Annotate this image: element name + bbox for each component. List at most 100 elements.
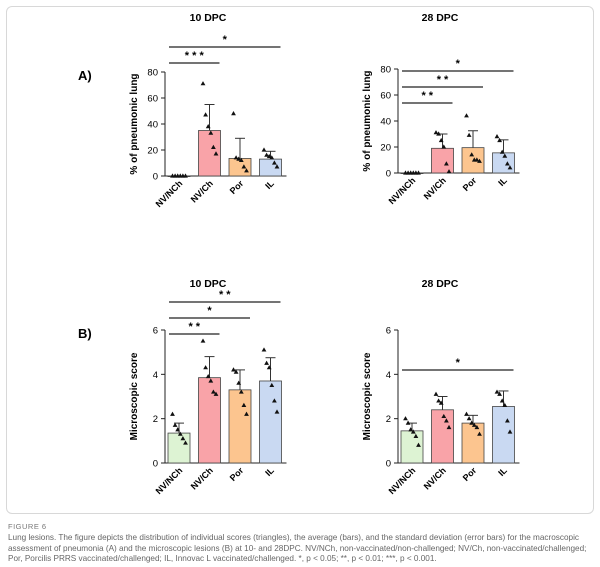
data-point [266,153,272,159]
x-tick-label: NV/Ch [189,465,215,491]
x-tick-label: NV/NCh [387,175,418,206]
y-tick-label: 20 [380,143,391,154]
data-point [244,168,249,173]
bar [492,406,515,464]
data-point [264,360,269,365]
data-point [231,111,236,116]
data-point [494,134,500,139]
y-tick-label: 6 [386,326,391,337]
y-tick-label: 4 [386,370,391,381]
data-point [175,427,181,432]
y-tick-label: 0 [153,172,158,183]
data-point [238,157,244,162]
data-point [272,398,277,403]
data-point [183,440,188,445]
chart-2: 28 DPC 0 20 40 60 80 % of pneumonic lung NV/NCh… [362,12,520,206]
x-tick-label: Por [228,465,246,483]
data-point [471,422,477,427]
data-point [236,156,242,161]
x-tick-label: IL [496,465,509,478]
data-point [507,165,513,170]
bar [400,430,424,464]
data-point [241,164,247,169]
chart-title: 10 DPC [190,12,227,24]
data-point [213,151,219,156]
panel-label: A) [78,68,92,83]
data-point [177,431,183,436]
y-tick-label: 60 [147,94,158,105]
chart-title: 28 DPC [422,12,459,24]
chart-3: 10 DPC 0 2 4 6 Microscopic score NV/NCh NV/Ch Po… [129,278,287,496]
data-point [403,416,408,421]
x-tick-label: NV/Ch [189,178,215,204]
y-axis-label: Microscopic score [129,352,140,440]
data-point [502,402,508,407]
data-point [244,411,249,416]
data-point [200,338,206,343]
data-point [466,132,472,137]
chart-title: 10 DPC [190,278,227,290]
bar [431,147,454,174]
data-point [208,378,214,383]
data-point [469,152,475,157]
data-point [231,367,236,372]
chart-4: 28 DPC 0 2 4 6 Microscopic score NV/NCh NV/Ch Po… [362,278,520,496]
data-point [274,409,280,414]
data-point [410,429,416,434]
x-tick-label: Por [461,465,479,483]
data-point [464,411,469,416]
data-point [211,144,216,149]
data-point [200,81,206,86]
data-point [236,380,242,385]
data-point [274,164,280,169]
data-point [502,153,508,158]
caption-text: Lung lesions. The figure depicts the dis… [8,533,587,564]
significance-label: * * [437,74,449,86]
y-tick-label: 40 [380,117,391,128]
significance-label: * [456,58,461,70]
significance-label: * [456,357,461,369]
x-tick-label: Por [461,175,479,193]
data-point [438,137,444,143]
data-point [233,369,239,374]
data-point [203,365,208,370]
data-point [499,398,505,403]
bar [259,380,282,464]
data-point [408,427,414,432]
y-tick-label: 0 [153,459,158,470]
data-point [261,347,267,352]
data-point [266,365,272,370]
data-point [474,424,480,430]
significance-label: * [223,34,228,46]
y-axis-label: % of pneumonic lung [129,73,140,174]
significance-label: * * * [185,50,205,62]
x-tick-label: IL [263,178,276,191]
data-point [413,433,419,438]
y-tick-label: 40 [147,120,158,131]
data-point [205,373,211,379]
data-point [438,400,444,405]
data-point [497,391,502,396]
data-point [494,389,500,394]
data-point [170,411,175,416]
significance-label: * * [219,289,231,301]
data-point [172,422,178,427]
data-point [507,429,513,434]
y-tick-label: 80 [380,65,391,76]
data-point [446,169,452,174]
y-tick-label: 80 [147,68,158,79]
x-tick-label: NV/NCh [154,178,185,209]
data-point [416,170,421,175]
bar [198,377,221,464]
data-point [505,418,510,423]
data-point [213,391,219,396]
chart-1: 10 DPC 0 20 40 60 80 % of pneumonic lung NV/NCh… [129,12,287,209]
y-axis-label: Microscopic score [362,352,373,440]
data-point [444,418,449,423]
y-tick-label: 20 [147,146,158,157]
bar [461,422,485,464]
data-point [433,391,439,396]
data-point [205,124,211,129]
data-point [264,152,269,157]
